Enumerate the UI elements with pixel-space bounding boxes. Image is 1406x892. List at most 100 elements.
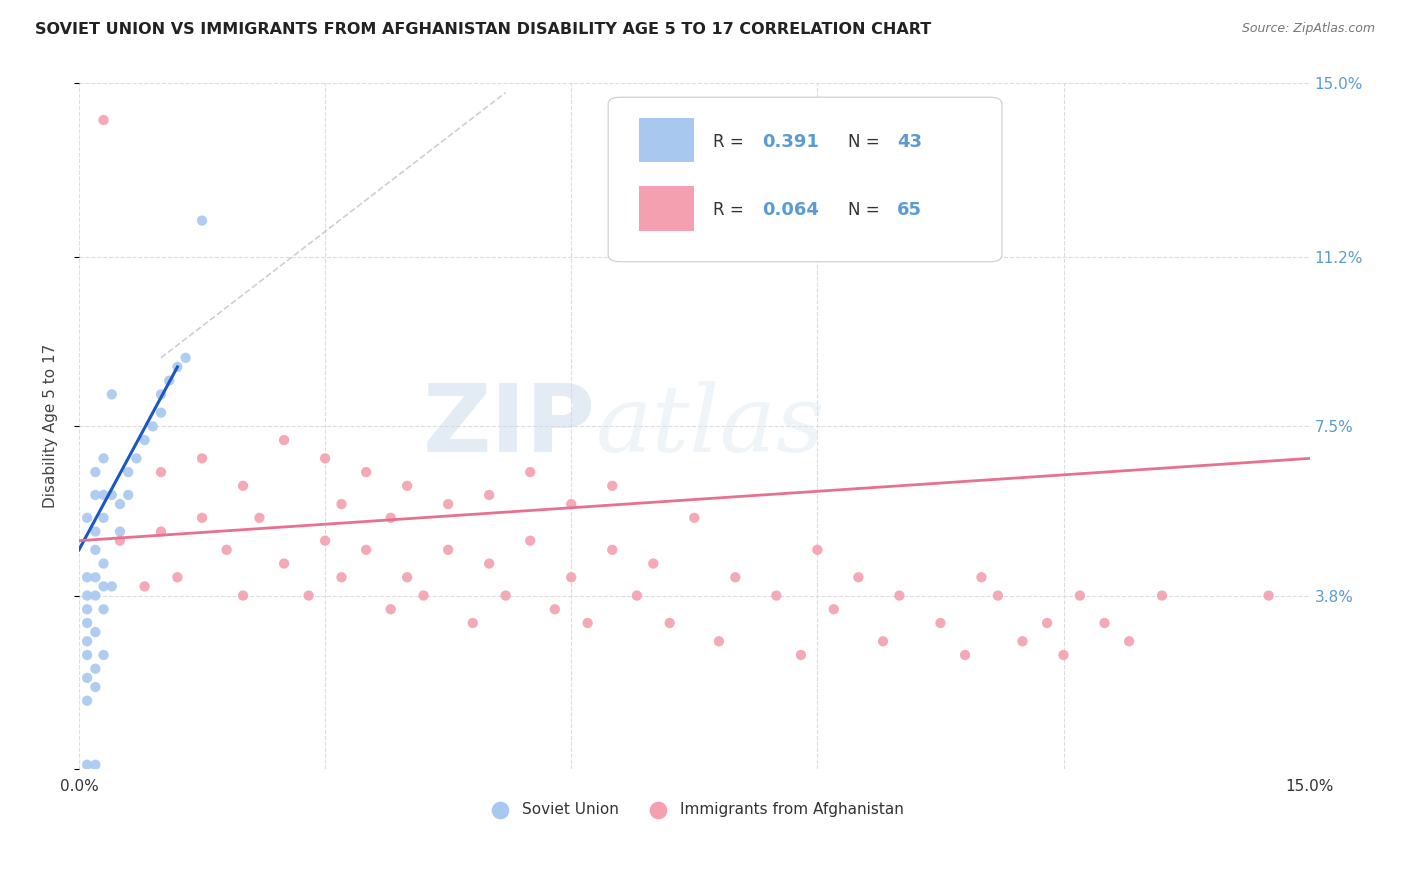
Point	[76, 648, 98, 662]
Point	[889, 589, 911, 603]
Point	[643, 557, 665, 571]
Point	[150, 387, 173, 401]
Text: Source: ZipAtlas.com: Source: ZipAtlas.com	[1241, 22, 1375, 36]
Point	[560, 497, 582, 511]
Text: R =: R =	[713, 202, 749, 219]
Point	[790, 648, 813, 662]
Point	[84, 589, 107, 603]
Point	[560, 570, 582, 584]
Point	[108, 524, 131, 539]
Point	[84, 625, 107, 640]
Point	[84, 465, 107, 479]
Point	[1052, 648, 1074, 662]
Text: N =: N =	[848, 133, 884, 151]
Point	[84, 662, 107, 676]
Point	[806, 542, 828, 557]
Point	[396, 479, 419, 493]
Point	[823, 602, 845, 616]
Point	[76, 694, 98, 708]
Point	[273, 557, 295, 571]
Point	[84, 680, 107, 694]
Point	[76, 570, 98, 584]
FancyBboxPatch shape	[638, 186, 695, 231]
Point	[1011, 634, 1033, 648]
Point	[437, 497, 460, 511]
Point	[987, 589, 1010, 603]
FancyBboxPatch shape	[609, 97, 1002, 261]
Point	[191, 213, 214, 227]
Point	[117, 465, 139, 479]
Point	[84, 488, 107, 502]
Point	[76, 589, 98, 603]
Point	[134, 579, 156, 593]
Point	[76, 615, 98, 630]
Point	[707, 634, 730, 648]
Y-axis label: Disability Age 5 to 17: Disability Age 5 to 17	[44, 344, 58, 508]
Point	[970, 570, 993, 584]
Point	[724, 570, 747, 584]
Point	[93, 511, 115, 525]
Point	[84, 757, 107, 772]
Point	[232, 589, 254, 603]
Point	[249, 511, 271, 525]
Point	[1150, 589, 1173, 603]
Point	[166, 570, 188, 584]
Point	[100, 488, 122, 502]
Point	[93, 113, 115, 128]
Point	[1036, 615, 1059, 630]
Text: SOVIET UNION VS IMMIGRANTS FROM AFGHANISTAN DISABILITY AGE 5 TO 17 CORRELATION C: SOVIET UNION VS IMMIGRANTS FROM AFGHANIS…	[35, 22, 931, 37]
Point	[93, 579, 115, 593]
Text: 43: 43	[897, 133, 922, 151]
Point	[354, 465, 377, 479]
Point	[658, 615, 681, 630]
Point	[93, 451, 115, 466]
Point	[93, 488, 115, 502]
Point	[76, 511, 98, 525]
Point	[495, 589, 517, 603]
Point	[314, 533, 336, 548]
Point	[544, 602, 567, 616]
Text: 65: 65	[897, 202, 922, 219]
FancyBboxPatch shape	[638, 118, 695, 162]
Point	[461, 615, 484, 630]
Point	[298, 589, 321, 603]
Point	[84, 542, 107, 557]
Point	[683, 511, 706, 525]
Point	[150, 465, 173, 479]
Point	[576, 615, 599, 630]
Text: atlas: atlas	[596, 382, 825, 471]
Point	[848, 570, 870, 584]
Point	[166, 359, 188, 374]
Point	[93, 602, 115, 616]
Text: N =: N =	[848, 202, 884, 219]
Point	[437, 542, 460, 557]
Point	[330, 497, 353, 511]
Point	[100, 387, 122, 401]
Point	[215, 542, 238, 557]
Point	[157, 374, 180, 388]
Point	[108, 497, 131, 511]
Point	[191, 511, 214, 525]
Point	[117, 488, 139, 502]
Point	[1094, 615, 1116, 630]
Point	[765, 589, 787, 603]
Point	[93, 648, 115, 662]
Point	[108, 533, 131, 548]
Point	[953, 648, 976, 662]
Point	[93, 557, 115, 571]
Point	[100, 579, 122, 593]
Point	[412, 589, 434, 603]
Point	[232, 479, 254, 493]
Text: ZIP: ZIP	[423, 380, 596, 473]
Point	[600, 542, 623, 557]
Point	[872, 634, 894, 648]
Point	[380, 602, 402, 616]
Point	[76, 634, 98, 648]
Point	[84, 570, 107, 584]
Point	[273, 433, 295, 447]
Point	[84, 524, 107, 539]
Point	[174, 351, 197, 365]
Point	[150, 406, 173, 420]
Point	[76, 757, 98, 772]
Point	[1257, 589, 1279, 603]
